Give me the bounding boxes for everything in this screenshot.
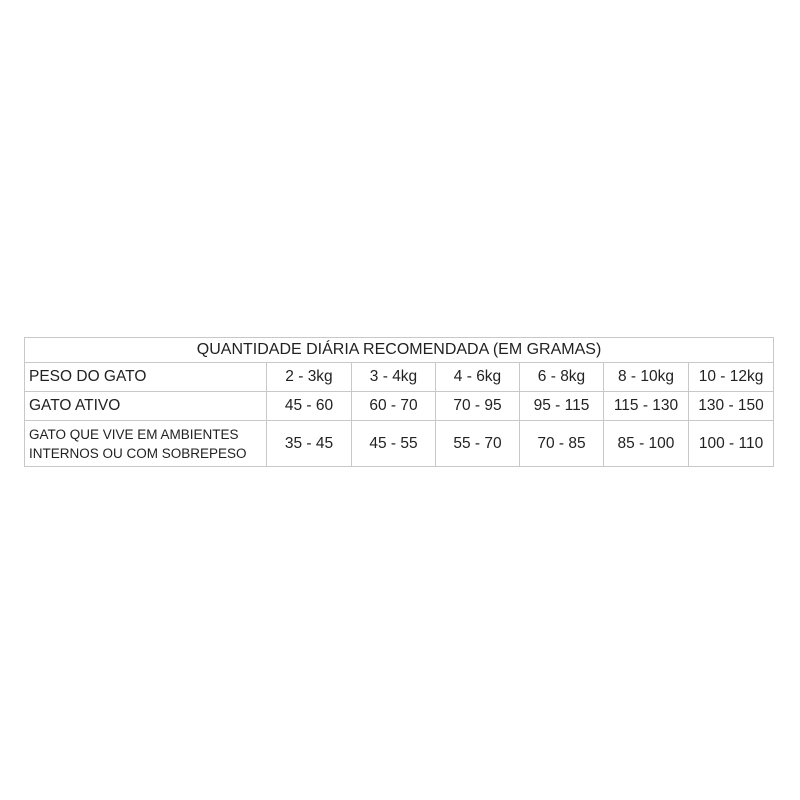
row-label-line1: GATO QUE VIVE EM AMBIENTES (29, 426, 239, 442)
row-label: GATO QUE VIVE EM AMBIENTES INTERNOS OU CO… (24, 420, 267, 467)
row-label: GATO ATIVO (24, 391, 267, 421)
cell: 70 - 95 (435, 391, 520, 421)
cell: 3 - 4kg (351, 362, 436, 392)
feeding-table: QUANTIDADE DIÁRIA RECOMENDADA (EM GRAMAS… (23, 337, 775, 467)
table-row-weight: PESO DO GATO 2 - 3kg 3 - 4kg 4 - 6kg 6 -… (24, 362, 775, 392)
table-row-indoor-cat: GATO QUE VIVE EM AMBIENTES INTERNOS OU CO… (24, 420, 775, 467)
cell: 85 - 100 (603, 420, 689, 467)
cell: 8 - 10kg (603, 362, 689, 392)
cell: 115 - 130 (603, 391, 689, 421)
cell: 4 - 6kg (435, 362, 520, 392)
cell: 45 - 55 (351, 420, 436, 467)
row-label: PESO DO GATO (24, 362, 267, 392)
cell: 60 - 70 (351, 391, 436, 421)
cell: 35 - 45 (266, 420, 352, 467)
table-title-row: QUANTIDADE DIÁRIA RECOMENDADA (EM GRAMAS… (23, 337, 775, 363)
cell: 130 - 150 (687, 391, 775, 421)
cell: 95 - 115 (519, 391, 604, 421)
cell: 6 - 8kg (519, 362, 604, 392)
table-title: QUANTIDADE DIÁRIA RECOMENDADA (EM GRAMAS… (23, 337, 775, 363)
cell: 2 - 3kg (266, 362, 352, 392)
table-row-active-cat: GATO ATIVO 45 - 60 60 - 70 70 - 95 95 - … (24, 391, 775, 421)
cell: 100 - 110 (687, 420, 775, 467)
cell: 70 - 85 (519, 420, 604, 467)
cell: 10 - 12kg (687, 362, 775, 392)
row-label-line2: INTERNOS OU COM SOBREPESO (29, 445, 247, 461)
cell: 55 - 70 (435, 420, 520, 467)
cell: 45 - 60 (266, 391, 352, 421)
